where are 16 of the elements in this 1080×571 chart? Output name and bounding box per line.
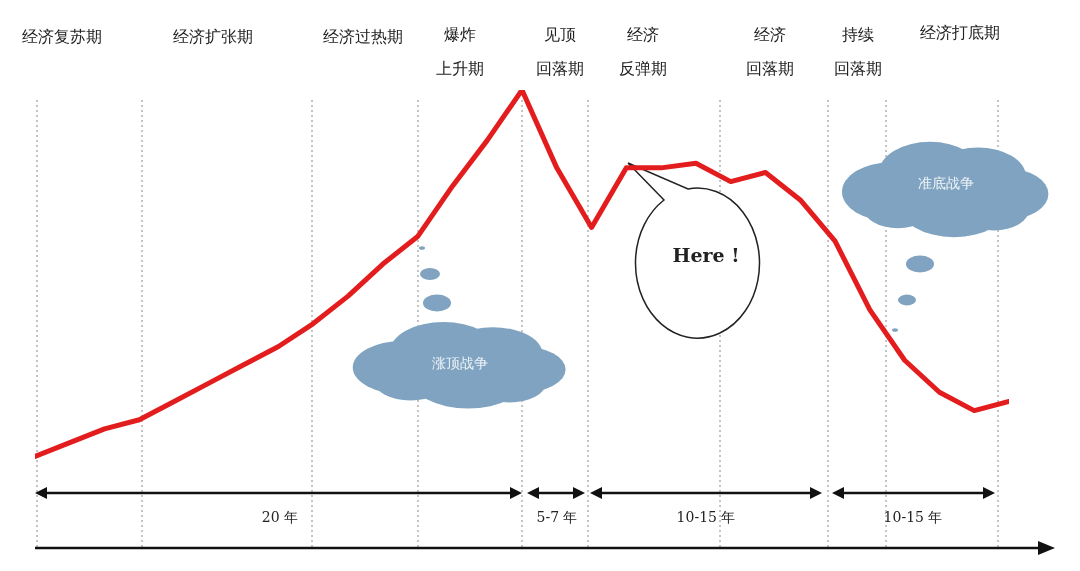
annotation: 5-7 年: [536, 509, 578, 525]
annotation: 10-15 年: [883, 509, 943, 525]
text: 经济复苏期: [22, 27, 102, 46]
annotation: 20 年: [261, 509, 299, 525]
annotation: 涨顶战争: [432, 355, 488, 371]
text: 经济反弹期: [619, 25, 667, 78]
text: 经济扩张期: [173, 27, 253, 46]
text: 见顶回落期: [536, 25, 584, 78]
annotation: Here !: [672, 244, 740, 266]
text: 爆炸上升期: [436, 25, 484, 78]
text: 经济过热期: [323, 27, 403, 46]
text: 经济回落期: [746, 25, 794, 78]
annotation: 准底战争: [918, 175, 974, 191]
annotation: 10-15 年: [676, 509, 736, 525]
text: 持续回落期: [834, 25, 882, 78]
text: 经济打底期: [920, 23, 1000, 42]
